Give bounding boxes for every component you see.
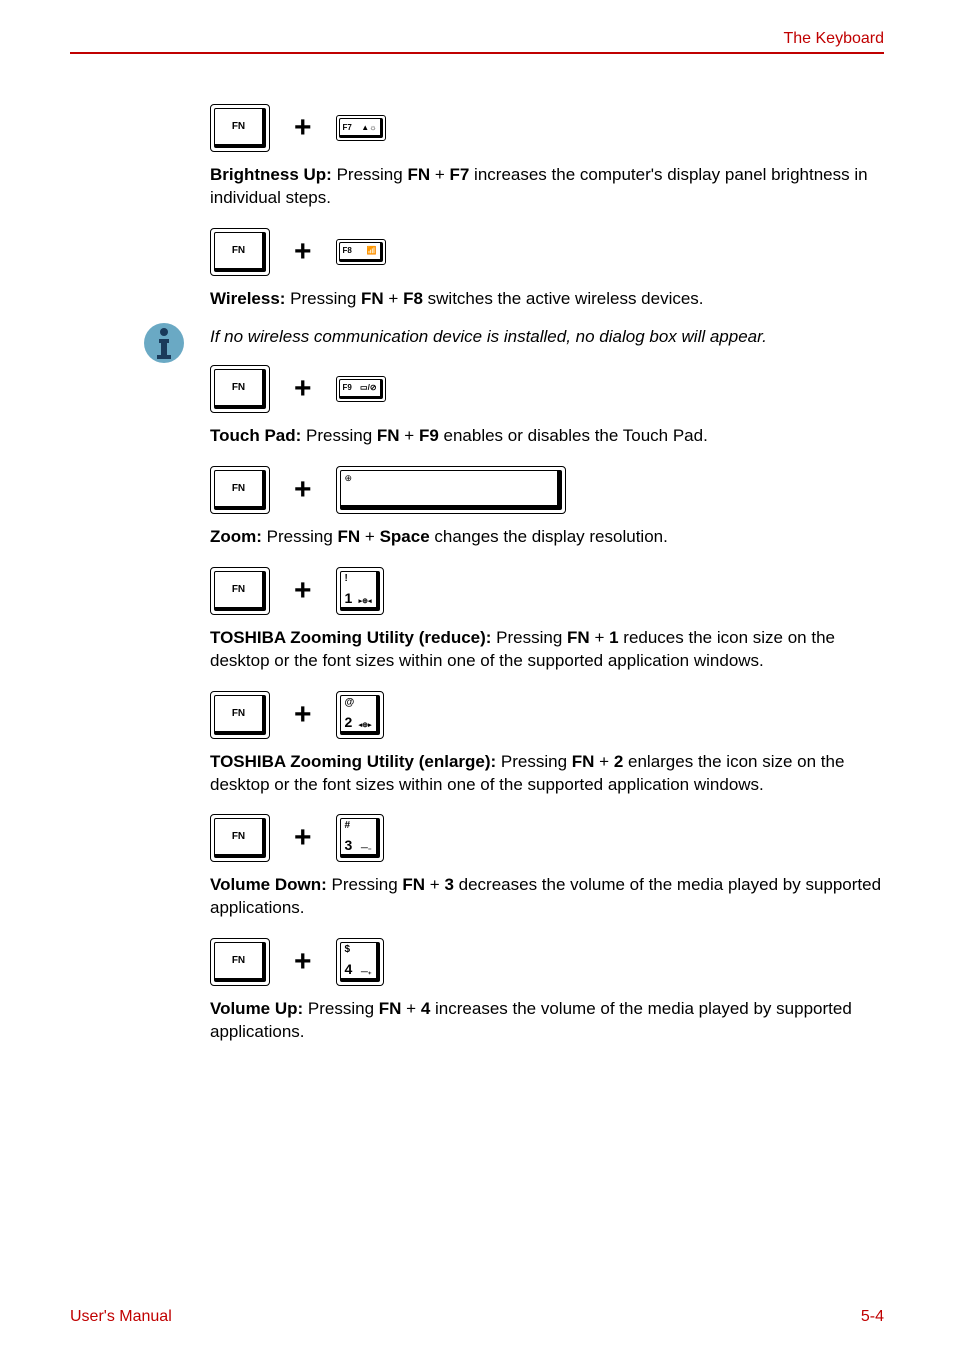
note-text: If no wireless communication device is i…	[210, 327, 884, 347]
plus-icon: +	[294, 698, 312, 732]
fn-key: FN	[210, 365, 270, 413]
f9-key: F9▭/⊘	[336, 376, 386, 402]
fn-key: FN	[210, 567, 270, 615]
plus-icon: +	[294, 574, 312, 608]
plus-icon: +	[294, 235, 312, 269]
footer-left: User's Manual	[70, 1308, 172, 1326]
fn-key: FN	[210, 466, 270, 514]
wireless-text: Wireless: Pressing FN + F8 switches the …	[210, 288, 884, 311]
note-block: If no wireless communication device is i…	[140, 327, 884, 347]
space-key: ⊕	[336, 466, 566, 514]
info-icon	[140, 321, 188, 369]
keycombo-volume-up: FN + $4—₊	[210, 938, 884, 986]
key-4: $4—₊	[336, 938, 384, 986]
footer-right: 5-4	[861, 1308, 884, 1326]
keycombo-zoom-reduce: FN + !1▸⊕◂	[210, 567, 884, 615]
header-rule	[70, 52, 884, 54]
plus-icon: +	[294, 372, 312, 406]
fn-key: FN	[210, 814, 270, 862]
volume-up-text: Volume Up: Pressing FN + 4 increases the…	[210, 998, 884, 1044]
footer: User's Manual 5-4	[70, 1307, 884, 1326]
plus-icon: +	[294, 111, 312, 145]
zoom-reduce-text: TOSHIBA Zooming Utility (reduce): Pressi…	[210, 627, 884, 673]
touchpad-text: Touch Pad: Pressing FN + F9 enables or d…	[210, 425, 884, 448]
keycombo-wireless: FN + F8📶	[210, 228, 884, 276]
brightness-up-text: Brightness Up: Pressing FN + F7 increase…	[210, 164, 884, 210]
fn-key: FN	[210, 691, 270, 739]
content: FN + F7▲☼ Brightness Up: Pressing FN + F…	[210, 104, 884, 1044]
fn-key: FN	[210, 938, 270, 986]
keycombo-brightness-up: FN + F7▲☼	[210, 104, 884, 152]
keycombo-zoom-enlarge: FN + @2◂⊕▸	[210, 691, 884, 739]
keycombo-zoom: FN + ⊕	[210, 466, 884, 514]
key-3: #3—₋	[336, 814, 384, 862]
fn-key: FN	[210, 104, 270, 152]
plus-icon: +	[294, 473, 312, 507]
fn-key: FN	[210, 228, 270, 276]
volume-down-text: Volume Down: Pressing FN + 3 decreases t…	[210, 874, 884, 920]
keycombo-touchpad: FN + F9▭/⊘	[210, 365, 884, 413]
f7-key: F7▲☼	[336, 115, 386, 141]
key-2: @2◂⊕▸	[336, 691, 384, 739]
f8-key: F8📶	[336, 239, 386, 265]
header-title: The Keyboard	[70, 30, 884, 48]
plus-icon: +	[294, 945, 312, 979]
zoom-text: Zoom: Pressing FN + Space changes the di…	[210, 526, 884, 549]
keycombo-volume-down: FN + #3—₋	[210, 814, 884, 862]
plus-icon: +	[294, 821, 312, 855]
key-1: !1▸⊕◂	[336, 567, 384, 615]
zoom-enlarge-text: TOSHIBA Zooming Utility (enlarge): Press…	[210, 751, 884, 797]
